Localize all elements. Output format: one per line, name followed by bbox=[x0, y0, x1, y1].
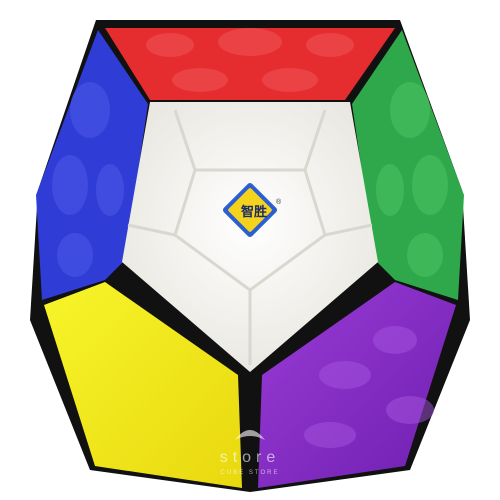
logo-glyph-2: 胜 bbox=[254, 205, 267, 220]
watermark: store CUBE STORE bbox=[220, 430, 281, 476]
watermark-main: store bbox=[220, 449, 281, 466]
yuxin-logo-icon: 智 胜 ® bbox=[222, 182, 282, 238]
bottom-center-face bbox=[258, 282, 456, 488]
wing-watermark-icon bbox=[235, 430, 265, 440]
watermark-sub: CUBE STORE bbox=[221, 470, 280, 476]
top-face bbox=[105, 28, 395, 100]
right-face bbox=[352, 30, 464, 300]
registered-mark: ® bbox=[276, 198, 282, 206]
left-face bbox=[36, 30, 148, 300]
bottom-left-face bbox=[44, 282, 242, 488]
logo-glyph-1: 智 bbox=[241, 204, 254, 220]
